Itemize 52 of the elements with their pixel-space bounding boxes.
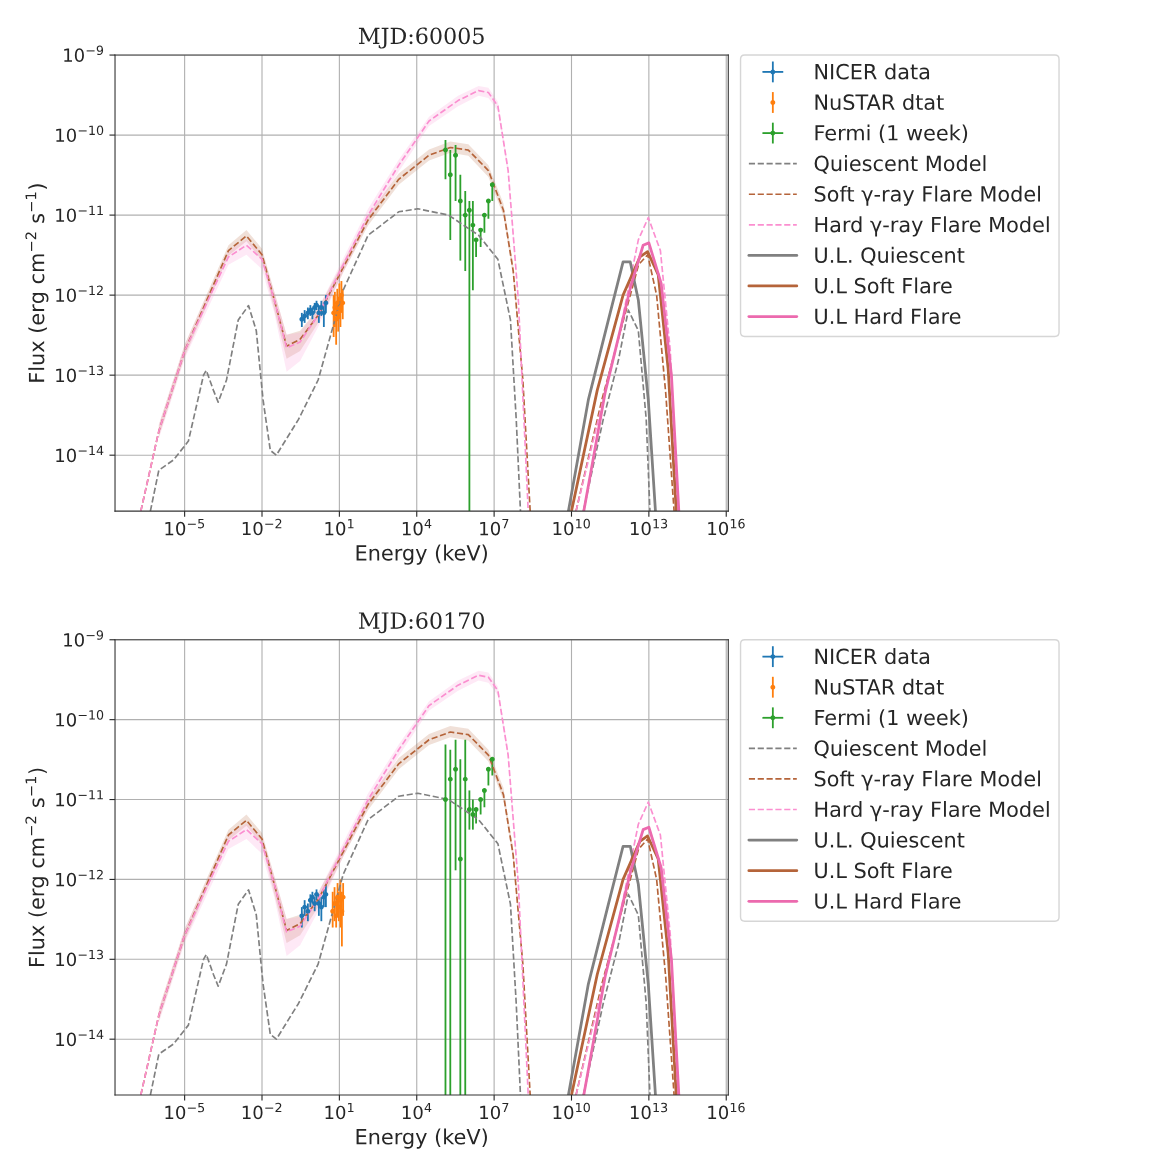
legend-label: U.L Soft Flare	[815, 862, 952, 879]
legend-label: U.L Hard Flare	[815, 892, 961, 909]
legend-label: U.L Soft Flare	[815, 277, 952, 294]
legend-label: U.L. Quiescent	[815, 831, 965, 851]
y-tick-label: 10$^{−14}$	[56, 445, 104, 463]
y-axis-title: Flux (erg cm$^{−2}$ s$^{−1}$)	[25, 184, 49, 382]
legend-label: Soft γ-ray Flare Model	[814, 185, 1040, 206]
legend-label: NICER data	[815, 63, 930, 80]
y-tick-label: 10$^{−10}$	[56, 125, 104, 143]
legend-label: Quiescent Model	[814, 739, 986, 759]
x-tick-label: 10$^{4}$	[402, 519, 432, 536]
x-axis-title: Energy (keV)	[356, 1128, 487, 1149]
legend-label: Soft γ-ray Flare Model	[814, 770, 1040, 791]
chart-title: MJD:60170	[358, 612, 484, 634]
y-tick-label: 10$^{−13}$	[56, 949, 104, 967]
y-axis-title: Flux (erg cm$^{−2}$ s$^{−1}$)	[25, 768, 49, 966]
x-tick-label: 10$^{−5}$	[165, 519, 205, 536]
legend-label: Hard γ-ray Flare Model	[815, 216, 1049, 237]
x-tick-label: 10$^{−2}$	[242, 518, 282, 536]
y-tick-label: 10$^{−10}$	[56, 710, 104, 727]
x-tick-label: 10$^{16}$	[708, 1102, 745, 1120]
y-tick-label: 10$^{−11}$	[56, 205, 103, 223]
legend-label: Hard γ-ray Flare Model	[815, 801, 1049, 822]
legend-label: Quiescent Model	[814, 155, 986, 174]
x-tick-label: 10$^{7}$	[480, 1102, 509, 1120]
x-tick-label: 10$^{10}$	[553, 1102, 590, 1120]
chart-title: MJD:60005	[358, 27, 484, 49]
x-tick-label: 10$^{−5}$	[165, 1102, 205, 1120]
y-tick-label: 10$^{−12}$	[56, 869, 103, 887]
legend-label: U.L Hard Flare	[815, 308, 961, 325]
x-tick-label: 10$^{13}$	[630, 518, 668, 536]
legend-label: Fermi (1 week)	[815, 709, 968, 728]
x-tick-label: 10$^{7}$	[480, 519, 509, 536]
x-tick-label: 10$^{10}$	[553, 518, 590, 536]
legend-label: Fermi (1 week)	[815, 124, 968, 144]
x-tick-label: 10$^{1}$	[325, 1102, 354, 1120]
y-tick-label: 10$^{−13}$	[56, 365, 104, 383]
x-tick-label: 10$^{13}$	[630, 1102, 668, 1120]
x-axis-title: Energy (keV)	[356, 544, 487, 565]
y-tick-label: 10$^{−14}$	[56, 1029, 104, 1047]
legend-label: NuSTAR dtat	[815, 678, 944, 695]
y-tick-label: 10$^{−9}$	[64, 45, 104, 63]
legend-label: U.L. Quiescent	[815, 246, 965, 266]
legend-label: NICER data	[815, 648, 930, 665]
x-tick-label: 10$^{1}$	[325, 519, 354, 536]
legend-label: NuSTAR dtat	[815, 93, 944, 111]
y-tick-label: 10$^{−11}$	[56, 790, 103, 807]
y-tick-label: 10$^{−12}$	[56, 285, 103, 303]
x-tick-label: 10$^{−2}$	[242, 1102, 282, 1120]
x-tick-label: 10$^{16}$	[708, 518, 745, 536]
x-tick-label: 10$^{4}$	[402, 1102, 432, 1120]
y-tick-label: 10$^{−9}$	[64, 630, 104, 647]
